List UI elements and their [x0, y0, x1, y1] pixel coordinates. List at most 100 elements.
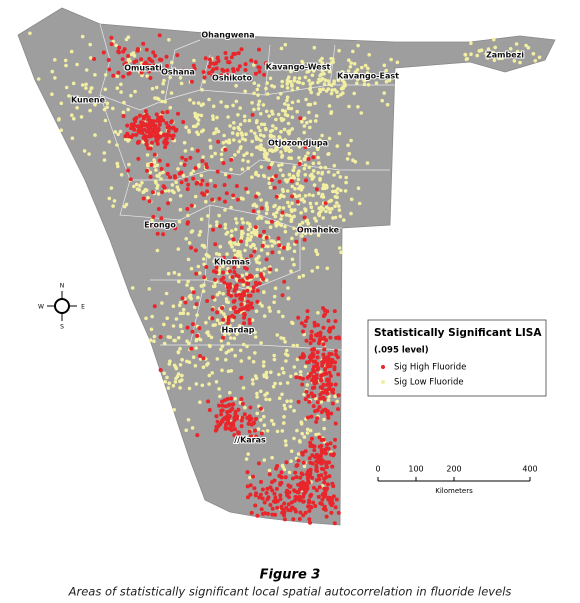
sample-point	[292, 498, 297, 503]
sample-point	[227, 138, 231, 142]
sample-point	[191, 322, 195, 327]
sample-point	[88, 90, 92, 94]
sample-point	[331, 494, 336, 499]
sample-point	[315, 364, 320, 369]
sample-point	[352, 91, 357, 96]
sample-point	[178, 386, 182, 390]
sample-point	[234, 273, 239, 278]
sample-point	[241, 386, 246, 390]
sample-point	[103, 118, 108, 123]
sample-point	[237, 127, 242, 132]
sample-point	[230, 229, 234, 233]
sample-point	[228, 269, 232, 274]
sample-point	[221, 292, 225, 296]
sample-point	[274, 466, 279, 471]
sample-point	[227, 332, 231, 336]
sample-point	[312, 183, 317, 187]
sample-point	[328, 364, 333, 368]
sample-point	[285, 399, 289, 404]
sample-point	[308, 440, 313, 445]
sample-point	[338, 75, 343, 79]
sample-point	[232, 288, 237, 293]
sample-point	[198, 354, 202, 358]
sample-point	[140, 180, 144, 185]
sample-point	[349, 138, 353, 143]
sample-point	[292, 489, 297, 494]
sample-point	[284, 460, 289, 465]
sample-point	[280, 84, 285, 88]
sample-point	[159, 216, 164, 221]
sample-point	[274, 174, 278, 178]
sample-point	[208, 224, 212, 228]
region-label: Omusati	[124, 64, 162, 73]
sample-point	[213, 151, 217, 156]
sample-point	[67, 94, 71, 98]
sample-point	[280, 256, 285, 261]
sample-point	[319, 165, 323, 170]
sample-point	[297, 80, 302, 85]
sample-point	[246, 452, 250, 456]
sample-point	[321, 395, 326, 400]
sample-point	[263, 511, 267, 516]
sample-point	[327, 104, 332, 108]
sample-point	[229, 55, 234, 60]
sample-point	[302, 215, 307, 220]
sample-point	[208, 145, 213, 150]
sample-point	[87, 152, 91, 156]
sample-point	[126, 71, 131, 76]
sample-point	[349, 197, 354, 202]
sample-point	[194, 271, 199, 276]
sample-point	[245, 239, 249, 243]
sample-point	[268, 309, 272, 313]
sample-point	[384, 68, 389, 73]
sample-point	[316, 212, 321, 216]
sample-point	[486, 47, 491, 51]
sample-point	[232, 298, 237, 303]
sample-point	[215, 293, 220, 297]
sample-point	[245, 221, 250, 225]
sample-point	[328, 501, 333, 506]
sample-point	[190, 286, 195, 291]
sample-point	[333, 394, 338, 399]
sample-point	[261, 364, 266, 368]
sample-point	[188, 155, 193, 160]
sample-point	[318, 333, 323, 338]
sample-point	[160, 110, 165, 115]
sample-point	[160, 190, 165, 195]
sample-point	[259, 216, 264, 220]
sample-point	[314, 333, 318, 337]
sample-point	[259, 143, 263, 147]
sample-point	[314, 373, 319, 378]
sample-point	[168, 75, 172, 80]
sample-point	[192, 66, 197, 71]
region-label: Kavango-West	[266, 63, 331, 72]
sample-point	[93, 133, 97, 137]
sample-point	[280, 366, 285, 371]
sample-point	[469, 52, 473, 56]
sample-point	[162, 185, 167, 190]
sample-point	[184, 125, 188, 129]
sample-point	[234, 99, 239, 104]
sample-point	[193, 364, 198, 368]
sample-point	[166, 271, 171, 276]
sample-point	[233, 396, 237, 401]
sample-point	[107, 140, 112, 144]
sample-point	[292, 176, 297, 180]
sample-point	[186, 213, 190, 218]
sample-point	[286, 103, 291, 108]
sample-point	[301, 329, 305, 334]
sample-point	[200, 178, 205, 183]
sample-point	[215, 357, 220, 361]
sample-point	[332, 163, 337, 168]
sample-point	[93, 73, 97, 77]
sample-point	[148, 125, 153, 129]
sample-point	[249, 234, 254, 239]
sample-point	[518, 60, 522, 65]
sample-point	[141, 135, 146, 140]
sample-point	[217, 252, 222, 257]
sample-point	[264, 220, 269, 224]
sample-point	[265, 486, 270, 491]
sample-point	[200, 383, 205, 388]
sample-point	[201, 155, 205, 159]
sample-point	[319, 451, 324, 456]
